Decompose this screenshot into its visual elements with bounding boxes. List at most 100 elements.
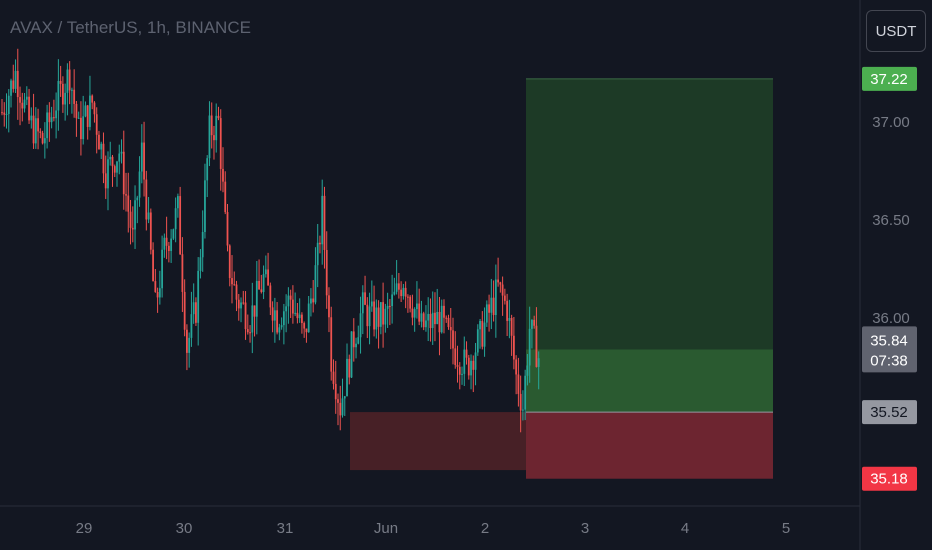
- candle-body: [138, 171, 141, 198]
- candle-body: [64, 92, 67, 105]
- candle-body: [400, 289, 403, 297]
- candle-body: [483, 322, 486, 347]
- candle-body: [366, 304, 369, 327]
- candle-body: [303, 323, 306, 329]
- candle-body: [156, 291, 159, 298]
- candle-body: [267, 269, 269, 286]
- candle-body: [269, 285, 272, 308]
- time-axis-tick-label: 2: [481, 520, 489, 537]
- candle-body: [147, 212, 150, 220]
- candle-body: [535, 325, 538, 367]
- candle-body: [208, 115, 211, 159]
- candle-body: [422, 313, 425, 328]
- candle-body: [127, 195, 130, 212]
- candle-body: [104, 173, 107, 189]
- candle-body: [379, 302, 382, 327]
- current-price-label-countdown: 07:38: [870, 352, 908, 369]
- candle-body: [109, 156, 112, 160]
- candle-body: [262, 274, 265, 293]
- candle-body: [517, 374, 520, 394]
- candle-body: [348, 358, 351, 378]
- candle-body: [125, 194, 127, 196]
- candle-body: [537, 358, 540, 367]
- candle-body: [465, 349, 468, 358]
- time-axis-tick-label: 30: [176, 520, 193, 537]
- candle-body: [443, 305, 445, 318]
- candle-body: [120, 151, 123, 154]
- candle-body: [206, 158, 209, 181]
- candle-body: [307, 303, 310, 333]
- candle-body: [497, 279, 499, 283]
- candle-body: [89, 95, 91, 127]
- candle-body: [204, 180, 206, 233]
- candle-body: [352, 331, 355, 348]
- candle-body: [458, 366, 461, 375]
- candle-body: [359, 313, 362, 338]
- target-price-label: 37.22: [870, 71, 908, 88]
- candle-body: [174, 208, 177, 230]
- candle-body: [246, 329, 249, 333]
- candle-body: [73, 89, 76, 104]
- candle-body: [219, 118, 222, 169]
- time-axis-tick-label: 3: [581, 520, 589, 537]
- candle-body: [416, 303, 418, 310]
- candle-body: [330, 317, 333, 372]
- candle-body: [136, 197, 139, 201]
- candle-body: [195, 302, 197, 323]
- candle-body: [470, 360, 472, 376]
- profit-realized-zone: [526, 349, 773, 413]
- candle-body: [39, 131, 42, 133]
- candle-body: [7, 95, 10, 115]
- candle-body: [154, 281, 157, 292]
- candle-body: [3, 112, 6, 115]
- candle-body: [341, 398, 344, 416]
- candle-body: [312, 298, 315, 303]
- candle-body: [82, 116, 85, 140]
- candle-body: [425, 320, 427, 328]
- candle-body: [337, 399, 339, 403]
- time-axis-tick-label: 31: [277, 520, 294, 537]
- candle-body: [181, 254, 184, 292]
- candle-body: [287, 295, 290, 307]
- currency-button[interactable]: USDT: [866, 10, 926, 52]
- candle-body: [382, 302, 384, 325]
- candle-body: [314, 265, 317, 303]
- price-axis-tick-label: 36.50: [872, 212, 910, 229]
- candle-body: [91, 95, 94, 103]
- candle-body: [438, 311, 441, 333]
- candle-body: [95, 114, 98, 135]
- candle-body: [506, 300, 509, 321]
- candle-body: [388, 305, 391, 307]
- candle-body: [391, 294, 394, 307]
- candle-body: [397, 283, 400, 290]
- candle-body: [528, 328, 531, 366]
- candle-body: [140, 142, 143, 172]
- chart-title: AVAX / TetherUS, 1h, BINANCE: [10, 18, 251, 37]
- candle-body: [188, 337, 191, 353]
- candle-body: [100, 143, 103, 150]
- candle-body: [71, 89, 73, 91]
- time-axis-tick-label: 29: [76, 520, 93, 537]
- candle-body: [244, 302, 247, 330]
- candle-body: [429, 313, 432, 329]
- candle-body: [226, 212, 229, 246]
- candle-body: [14, 70, 17, 89]
- candle-body: [301, 314, 303, 324]
- candle-body: [233, 284, 236, 286]
- candle-body: [427, 313, 430, 321]
- candle-body: [122, 151, 125, 195]
- candle-body: [61, 83, 64, 105]
- candle-body: [179, 196, 182, 255]
- candle-body: [231, 278, 233, 285]
- candle-body: [276, 310, 279, 333]
- candle-body: [161, 249, 164, 289]
- candle-body: [515, 359, 518, 375]
- candle-body: [474, 352, 477, 370]
- candle-body: [251, 305, 254, 333]
- candle-body: [411, 308, 414, 318]
- candle-body: [264, 269, 267, 275]
- candle-body: [431, 312, 434, 329]
- candle-body: [37, 118, 39, 132]
- candle-body: [339, 402, 342, 416]
